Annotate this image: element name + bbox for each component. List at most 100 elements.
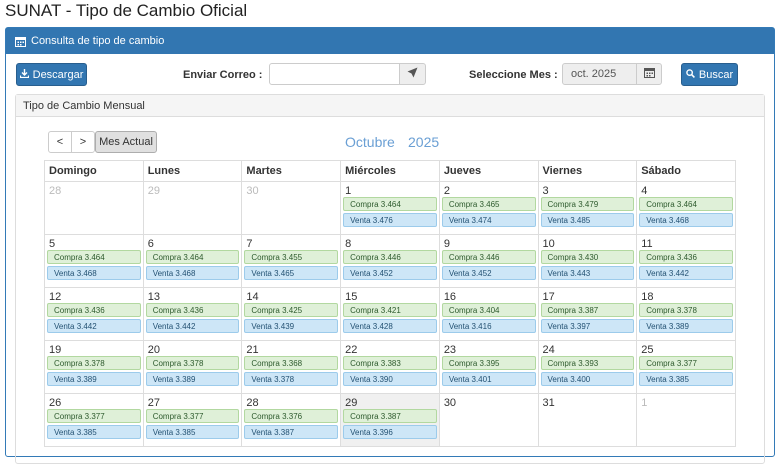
buy-rate-badge: Compra 3.383 <box>343 356 437 370</box>
day-number: 9 <box>443 238 450 250</box>
weekday-header: Miércoles <box>340 160 440 182</box>
day-number: 16 <box>443 291 457 303</box>
calendar-day-cell[interactable]: 28 Compra 3.376 Venta 3.387 <box>241 393 342 447</box>
calendar-day-cell[interactable]: 21 Compra 3.368 Venta 3.378 <box>241 340 342 394</box>
buy-rate-badge: Compra 3.464 <box>343 197 437 211</box>
calendar-day-cell[interactable]: 1 <box>636 393 736 447</box>
day-number: 25 <box>641 344 654 356</box>
weekday-header: Lunes <box>142 160 243 182</box>
current-month-button[interactable]: Mes Actual <box>95 131 157 153</box>
calendar-day-cell[interactable]: 18 Compra 3.378 Venta 3.389 <box>636 287 736 341</box>
send-email-button[interactable] <box>399 63 426 85</box>
calendar-week-row: 28 29 30 1 Compra 3.464 Venta 3.476 2 Compra 3.… <box>44 181 736 235</box>
day-number: 2 <box>443 185 450 197</box>
calendar-day-cell[interactable]: 11 Compra 3.436 Venta 3.442 <box>636 234 736 288</box>
calendar-day-cell[interactable]: 30 <box>241 181 342 235</box>
buy-rate-badge: Compra 3.430 <box>540 250 635 264</box>
calendar-day-cell[interactable]: 23 Compra 3.395 Venta 3.401 <box>438 340 539 394</box>
calendar-day-cell[interactable]: 10 Compra 3.430 Venta 3.443 <box>537 234 638 288</box>
calendar-week-row: 19 Compra 3.378 Venta 3.389 20 Compra 3.378 V… <box>44 340 736 394</box>
calendar-month-name: Octubre <box>345 134 395 150</box>
download-icon <box>19 68 29 81</box>
calendar-day-cell[interactable]: 24 Compra 3.393 Venta 3.400 <box>537 340 638 394</box>
day-number: 23 <box>443 344 457 356</box>
buy-rate-badge: Compra 3.425 <box>244 303 339 317</box>
calendar-day-cell[interactable]: 9 Compra 3.446 Venta 3.452 <box>438 234 539 288</box>
calendar-day-cell[interactable]: 31 <box>537 393 638 447</box>
calendar-day-cell[interactable]: 29 Compra 3.387 Venta 3.396 <box>340 393 440 447</box>
search-button[interactable]: Buscar <box>681 63 738 86</box>
sell-rate-badge: Venta 3.468 <box>47 266 141 280</box>
calendar-day-cell[interactable]: 14 Compra 3.425 Venta 3.439 <box>241 287 342 341</box>
sell-rate-badge: Venta 3.465 <box>244 266 339 280</box>
buy-rate-badge: Compra 3.479 <box>540 197 635 211</box>
sell-rate-badge: Venta 3.468 <box>639 213 733 227</box>
day-number: 19 <box>49 344 62 356</box>
month-picker-button[interactable] <box>636 63 662 85</box>
sell-rate-badge: Venta 3.389 <box>145 372 240 386</box>
calendar-day-cell[interactable]: 29 <box>142 181 243 235</box>
sell-rate-badge: Venta 3.468 <box>145 266 240 280</box>
download-label: Descargar <box>32 68 84 81</box>
sell-rate-badge: Venta 3.400 <box>540 372 635 386</box>
calendar-day-cell[interactable]: 1 Compra 3.464 Venta 3.476 <box>340 181 440 235</box>
weekday-header: Jueves <box>438 160 539 182</box>
buy-rate-badge: Compra 3.378 <box>639 303 733 317</box>
download-button[interactable]: Descargar <box>16 63 87 86</box>
sell-rate-badge: Venta 3.385 <box>47 425 141 439</box>
buy-rate-badge: Compra 3.464 <box>145 250 240 264</box>
buy-rate-badge: Compra 3.436 <box>639 250 733 264</box>
sell-rate-badge: Venta 3.401 <box>441 372 536 386</box>
calendar-day-cell[interactable]: 3 Compra 3.479 Venta 3.485 <box>537 181 638 235</box>
send-icon <box>407 65 418 83</box>
month-field[interactable]: oct. 2025 <box>562 63 637 85</box>
sell-rate-badge: Venta 3.452 <box>441 266 536 280</box>
calendar-day-cell[interactable]: 17 Compra 3.387 Venta 3.397 <box>537 287 638 341</box>
day-number: 27 <box>147 397 160 409</box>
page-title: SUNAT - Tipo de Cambio Oficial <box>5 1 248 20</box>
day-number: 29 <box>147 185 160 197</box>
buy-rate-badge: Compra 3.393 <box>540 356 635 370</box>
calendar-day-cell[interactable]: 30 <box>438 393 539 447</box>
calendar-day-cell[interactable]: 15 Compra 3.421 Venta 3.428 <box>340 287 440 341</box>
prev-month-button[interactable]: < <box>48 131 72 153</box>
calendar-day-cell[interactable]: 25 Compra 3.377 Venta 3.385 <box>636 340 736 394</box>
calendar-day-cell[interactable]: 26 Compra 3.377 Venta 3.385 <box>44 393 144 447</box>
calendar-day-cell[interactable]: 27 Compra 3.377 Venta 3.385 <box>142 393 243 447</box>
day-number: 21 <box>246 344 259 356</box>
calendar-day-cell[interactable]: 7 Compra 3.455 Venta 3.465 <box>241 234 342 288</box>
calendar-day-cell[interactable]: 5 Compra 3.464 Venta 3.468 <box>44 234 144 288</box>
calendar-day-cell[interactable]: 20 Compra 3.378 Venta 3.389 <box>142 340 243 394</box>
day-number: 12 <box>49 291 62 303</box>
day-number: 6 <box>147 238 154 250</box>
calendar-day-cell[interactable]: 12 Compra 3.436 Venta 3.442 <box>44 287 144 341</box>
sell-rate-badge: Venta 3.397 <box>540 319 635 333</box>
calendar-day-cell[interactable]: 19 Compra 3.378 Venta 3.389 <box>44 340 144 394</box>
day-number: 26 <box>49 397 62 409</box>
day-number: 1 <box>641 397 648 409</box>
buy-rate-badge: Compra 3.464 <box>47 250 141 264</box>
sell-rate-badge: Venta 3.385 <box>145 425 240 439</box>
buy-rate-badge: Compra 3.377 <box>47 409 141 423</box>
day-number: 20 <box>147 344 160 356</box>
sell-rate-badge: Venta 3.442 <box>639 266 733 280</box>
calendar-day-cell[interactable]: 4 Compra 3.464 Venta 3.468 <box>636 181 736 235</box>
month-label: Seleccione Mes : <box>469 69 558 81</box>
day-number: 1 <box>345 185 352 197</box>
buy-rate-badge: Compra 3.446 <box>441 250 536 264</box>
calendar-day-cell[interactable]: 2 Compra 3.465 Venta 3.474 <box>438 181 539 235</box>
calendar-day-cell[interactable]: 28 <box>44 181 144 235</box>
sell-rate-badge: Venta 3.443 <box>540 266 635 280</box>
day-number: 22 <box>345 344 358 356</box>
calendar-day-cell[interactable]: 6 Compra 3.464 Venta 3.468 <box>142 234 243 288</box>
calendar-day-cell[interactable]: 8 Compra 3.446 Venta 3.452 <box>340 234 440 288</box>
calendar-week-row: 12 Compra 3.436 Venta 3.442 13 Compra 3.436 V… <box>44 287 736 341</box>
email-field[interactable] <box>269 63 400 85</box>
calendar-day-cell[interactable]: 22 Compra 3.383 Venta 3.390 <box>340 340 440 394</box>
calendar-day-cell[interactable]: 16 Compra 3.404 Venta 3.416 <box>438 287 539 341</box>
sell-rate-badge: Venta 3.389 <box>47 372 141 386</box>
calendar-day-cell[interactable]: 13 Compra 3.436 Venta 3.442 <box>142 287 243 341</box>
day-number: 28 <box>246 397 259 409</box>
buy-rate-badge: Compra 3.378 <box>47 356 141 370</box>
next-month-button[interactable]: > <box>71 131 95 153</box>
